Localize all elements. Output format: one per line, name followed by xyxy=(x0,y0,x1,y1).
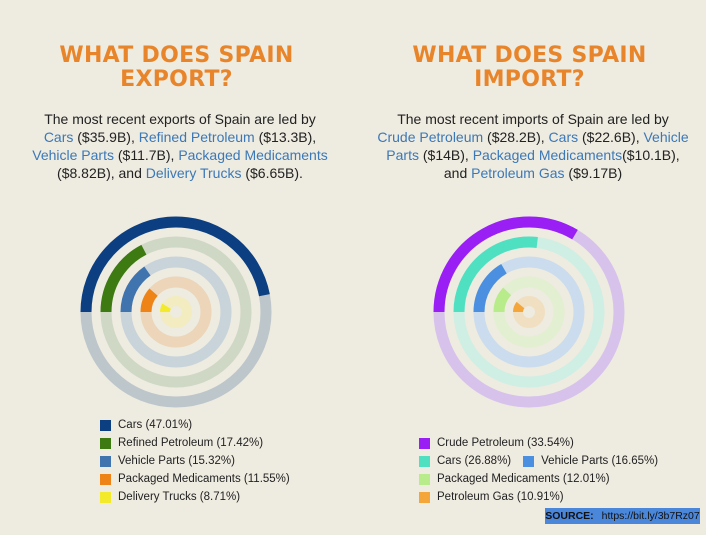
import-legend: Crude Petroleum (33.54%) Cars (26.88%) Veh… xyxy=(419,434,670,506)
import-legend-item-crude-petroleum: Crude Petroleum (33.54%) xyxy=(419,437,574,449)
legend-swatch xyxy=(419,455,430,467)
import-legend-row: Packaged Medicaments (12.01%) xyxy=(419,470,670,488)
legend-swatch xyxy=(419,437,430,449)
import-legend-item-vehicle-parts: Vehicle Parts (16.65%) xyxy=(523,455,658,467)
source-link[interactable]: https://bit.ly/3b7Rz07 xyxy=(601,510,700,522)
import-bar-petroleum-gas xyxy=(513,301,525,313)
import-legend-row: Petroleum Gas (10.91%) xyxy=(419,488,670,506)
export-desc-delivery-trucks: Delivery Trucks xyxy=(145,165,242,181)
import-desc-parts: Parts xyxy=(386,147,419,163)
import-legend-row: Crude Petroleum (33.54%) xyxy=(419,434,670,452)
legend-label: Petroleum Gas (10.91%) xyxy=(437,491,564,503)
legend-label: Packaged Medicaments (11.55%) xyxy=(118,473,290,485)
import-description: The most recent imports of Spain are led… xyxy=(377,111,689,181)
export-legend-item-packaged-medicaments: Packaged Medicaments (11.55%) xyxy=(100,473,290,485)
export-title: WHAT DOES SPAIN EXPORT? xyxy=(59,43,294,92)
import-bar-vehicle-parts xyxy=(473,263,507,313)
legend-label: Delivery Trucks (8.71%) xyxy=(118,491,241,503)
import-legend-item-packaged-medicaments: Packaged Medicaments (12.01%) xyxy=(419,473,610,485)
import-panel: WHAT DOES SPAIN IMPORT? The most recent … xyxy=(353,0,706,535)
export-legend-item-vehicle-parts: Vehicle Parts (15.32%) xyxy=(100,455,235,467)
legend-label: Vehicle Parts (16.65%) xyxy=(541,455,659,467)
legend-swatch xyxy=(100,455,111,467)
source-badge[interactable]: SOURCE: https://bit.ly/3b7Rz07 xyxy=(545,508,700,524)
legend-label: Cars (26.88%) xyxy=(437,455,512,467)
export-legend-row: Cars (47.01%) xyxy=(100,416,302,434)
legend-swatch xyxy=(100,419,111,431)
export-desc-refined-petroleum: Refined Petroleum xyxy=(138,129,255,145)
legend-label: Cars (47.01%) xyxy=(118,419,193,431)
import-legend-item-cars: Cars (26.88%) xyxy=(419,455,511,467)
export-bar-vehicle-parts xyxy=(120,266,151,313)
import-desc-cars: Cars xyxy=(548,129,579,145)
legend-swatch xyxy=(100,491,111,503)
export-bar-packaged-medicaments xyxy=(140,288,158,313)
import-desc-petroleum-gas: Petroleum Gas xyxy=(471,165,565,181)
import-legend-row: Cars (26.88%) Vehicle Parts (16.65%) xyxy=(419,452,670,470)
export-bar-cars xyxy=(80,216,270,313)
import-title: WHAT DOES SPAIN IMPORT? xyxy=(412,43,647,92)
legend-label: Crude Petroleum (33.54%) xyxy=(437,437,574,449)
export-ring-track-4 xyxy=(140,276,212,348)
legend-swatch xyxy=(523,455,535,467)
export-legend-item-refined-petroleum: Refined Petroleum (17.42%) xyxy=(100,437,263,449)
export-legend-item-cars: Cars (47.01%) xyxy=(100,419,192,431)
legend-label: Refined Petroleum (17.42%) xyxy=(118,437,264,449)
import-bar-cars xyxy=(453,236,538,313)
import-bar-packaged-medicaments xyxy=(493,287,512,313)
legend-label: Packaged Medicaments (12.01%) xyxy=(437,473,610,485)
legend-swatch xyxy=(419,473,430,485)
export-desc-vehicle-parts: Vehicle Parts xyxy=(32,147,114,163)
import-radial-chart xyxy=(433,216,625,408)
export-legend-row: Packaged Medicaments (11.55%) xyxy=(100,470,302,488)
legend-swatch xyxy=(100,437,111,449)
export-description: The most recent exports of Spain are led… xyxy=(32,111,328,181)
export-panel: WHAT DOES SPAIN EXPORT? The most recent … xyxy=(32,43,328,506)
import-ring-track-4 xyxy=(493,276,565,348)
export-legend-row: Refined Petroleum (17.42%) xyxy=(100,434,302,452)
export-legend-item-delivery-trucks: Delivery Trucks (8.71%) xyxy=(100,491,240,503)
export-radial-chart xyxy=(80,216,272,408)
export-legend-row: Delivery Trucks (8.71%) xyxy=(100,488,302,506)
import-desc-packaged-medicaments: Packaged Medicaments xyxy=(472,147,623,163)
import-desc-crude-petroleum: Crude Petroleum xyxy=(377,129,484,145)
import-legend-item-petroleum-gas: Petroleum Gas (10.91%) xyxy=(419,491,564,503)
export-bar-refined-petroleum xyxy=(100,244,147,313)
import-bar-crude-petroleum xyxy=(433,216,578,313)
export-desc-cars: Cars xyxy=(43,129,74,145)
export-desc-packaged-medicaments: Packaged Medicaments xyxy=(178,147,328,163)
export-bar-delivery-trucks xyxy=(160,303,172,313)
legend-label: Vehicle Parts (15.32%) xyxy=(118,455,235,467)
import-desc-vehicle: Vehicle xyxy=(643,129,689,145)
export-legend-row: Vehicle Parts (15.32%) xyxy=(100,452,302,470)
legend-swatch xyxy=(419,491,430,503)
export-legend: Cars (47.01%) Refined Petroleum (17.42%) V… xyxy=(100,416,302,506)
legend-swatch xyxy=(100,473,111,485)
